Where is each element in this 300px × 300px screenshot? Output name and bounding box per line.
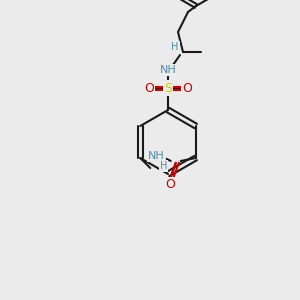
Text: O: O xyxy=(144,82,154,94)
Text: NH: NH xyxy=(160,65,176,75)
Text: S: S xyxy=(164,82,172,94)
Text: O: O xyxy=(182,82,192,94)
Text: O: O xyxy=(165,178,175,191)
Text: H: H xyxy=(160,161,167,171)
Text: H: H xyxy=(171,42,179,52)
Text: NH: NH xyxy=(148,151,165,161)
